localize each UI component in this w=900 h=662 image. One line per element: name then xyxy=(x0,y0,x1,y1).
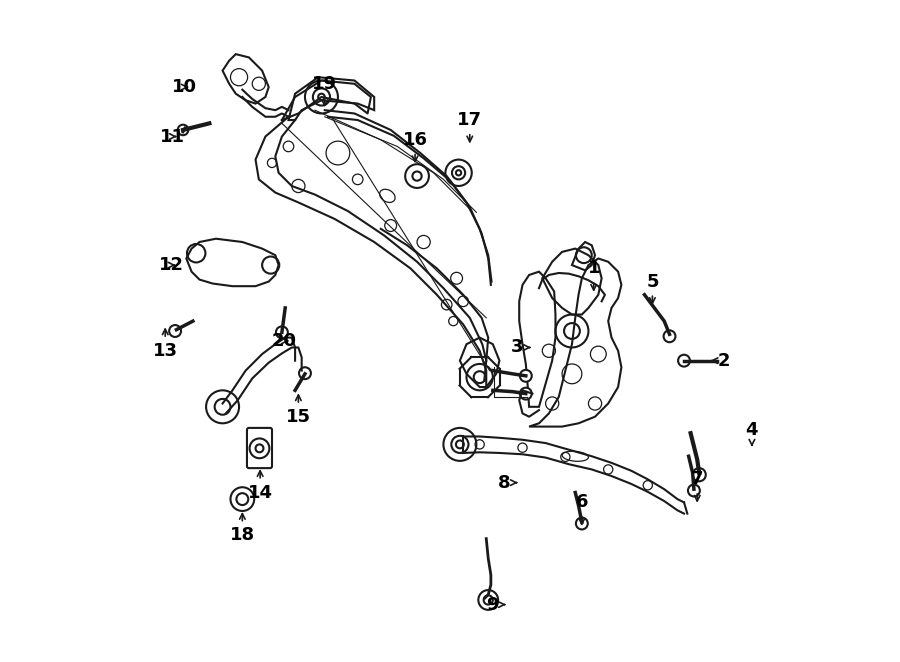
Text: 11: 11 xyxy=(160,128,184,146)
Text: 16: 16 xyxy=(402,131,428,162)
Text: 14: 14 xyxy=(248,471,273,502)
Text: 15: 15 xyxy=(286,395,310,426)
Text: 8: 8 xyxy=(498,473,517,492)
Circle shape xyxy=(169,325,181,337)
Text: 4: 4 xyxy=(746,421,758,446)
Text: 6: 6 xyxy=(576,493,588,524)
Circle shape xyxy=(693,468,706,481)
Text: 3: 3 xyxy=(511,338,530,356)
Text: 20: 20 xyxy=(272,332,297,350)
Text: 10: 10 xyxy=(172,78,197,96)
Circle shape xyxy=(678,355,690,367)
Text: 5: 5 xyxy=(646,273,659,303)
Circle shape xyxy=(276,326,288,338)
Text: 19: 19 xyxy=(312,75,338,105)
Circle shape xyxy=(576,518,588,530)
Text: 13: 13 xyxy=(153,329,177,359)
Circle shape xyxy=(177,124,188,135)
Text: 18: 18 xyxy=(230,514,255,544)
Text: 7: 7 xyxy=(691,470,704,501)
Circle shape xyxy=(663,330,676,342)
Circle shape xyxy=(688,485,700,496)
Text: 17: 17 xyxy=(457,111,482,142)
Circle shape xyxy=(520,370,532,382)
Text: 2: 2 xyxy=(712,352,730,369)
Circle shape xyxy=(520,388,532,400)
Text: 9: 9 xyxy=(486,596,505,614)
Text: 1: 1 xyxy=(588,260,600,290)
Circle shape xyxy=(299,367,310,379)
Text: 12: 12 xyxy=(158,256,184,274)
